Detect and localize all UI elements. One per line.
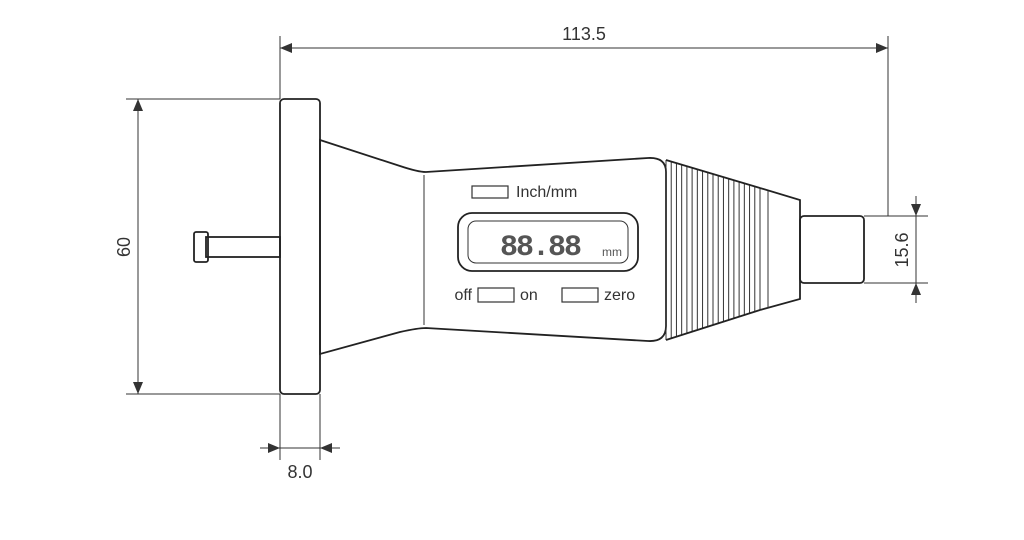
dim-overall-length-value: 113.5 bbox=[562, 24, 606, 44]
display-unit: mm bbox=[602, 245, 622, 259]
dim-tip-height: 15.6 bbox=[864, 196, 928, 303]
zero-label: zero bbox=[604, 287, 635, 304]
button-row: off on zero bbox=[455, 287, 636, 304]
dim-base-thickness: 8.0 bbox=[260, 394, 340, 482]
display-value: 88.88 bbox=[500, 231, 581, 265]
knurled-ring bbox=[666, 160, 760, 340]
dim-tip-height-value: 15.6 bbox=[892, 232, 912, 267]
instrument: Inch/mm 88.88 mm off on zero bbox=[194, 99, 864, 394]
barrel bbox=[760, 188, 800, 310]
base-plate bbox=[280, 99, 320, 394]
depth-gauge-drawing: 113.5 60 8.0 15.6 bbox=[0, 0, 1024, 540]
dim-overall-length: 113.5 bbox=[280, 24, 888, 216]
probe-rod bbox=[194, 232, 280, 262]
digital-display: 88.88 mm bbox=[458, 213, 638, 271]
inch-mm-switch: Inch/mm bbox=[472, 184, 577, 201]
off-label: off bbox=[455, 287, 473, 304]
dim-base-thickness-value: 8.0 bbox=[287, 462, 312, 482]
dim-base-height-value: 60 bbox=[114, 237, 134, 257]
on-label: on bbox=[520, 287, 538, 304]
dim-base-height: 60 bbox=[114, 99, 280, 394]
tip bbox=[800, 216, 864, 283]
inch-mm-label: Inch/mm bbox=[516, 184, 577, 201]
